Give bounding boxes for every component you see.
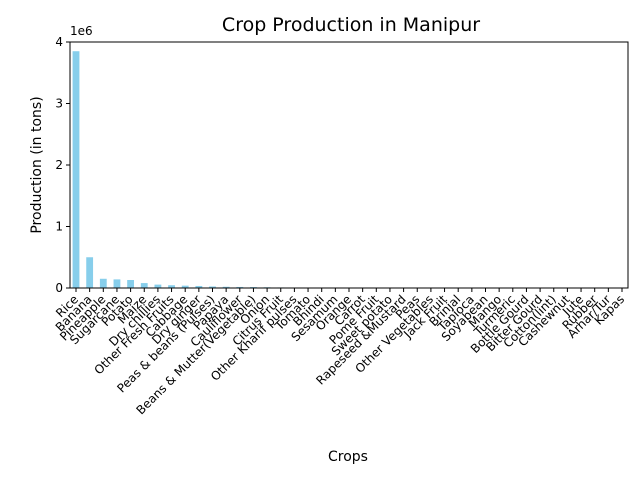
- y-axis-label: Production (in tons): [29, 96, 45, 233]
- bar: [209, 286, 216, 288]
- x-ticks-group: RiceBananaPineappleSugarcanePotatoMaizeD…: [53, 288, 627, 417]
- bar: [99, 278, 107, 288]
- y-offset-label: 1e6: [70, 24, 93, 38]
- bars-group: [72, 51, 626, 288]
- bar: [127, 280, 135, 288]
- y-tick-label: 0: [55, 281, 63, 295]
- bar: [222, 286, 230, 288]
- bar: [181, 285, 189, 288]
- bar: [154, 284, 162, 288]
- bar: [140, 283, 148, 288]
- y-ticks-group: 0 1 2 3 4: [55, 35, 70, 295]
- bar: [168, 285, 175, 288]
- bar: [113, 279, 121, 288]
- y-tick-label: 1: [55, 220, 63, 234]
- chart-title: Crop Production in Manipur: [222, 14, 480, 36]
- x-axis-label: Crops: [328, 449, 368, 465]
- y-tick-label: 2: [55, 158, 63, 172]
- bar: [86, 257, 94, 288]
- y-tick-label: 4: [55, 35, 63, 49]
- plot-frame: [69, 41, 629, 289]
- bar: [236, 286, 244, 288]
- y-tick-label: 3: [55, 97, 63, 111]
- bar: [195, 285, 203, 288]
- bar: [72, 51, 80, 288]
